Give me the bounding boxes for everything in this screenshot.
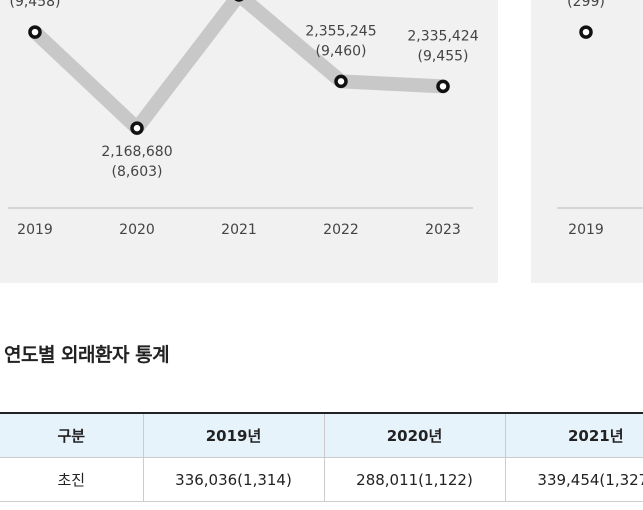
point <box>28 25 42 39</box>
line <box>28 0 450 136</box>
header-row: 구분 2019년 2020년 2021년 <box>0 413 643 458</box>
value-label: 2,335,424 <box>407 28 478 44</box>
count-label: (9,458) <box>9 0 60 10</box>
point <box>334 74 348 89</box>
header-cell: 구분 <box>0 413 144 458</box>
x-tick-label: 2020 <box>119 222 155 238</box>
x-tick-label: 2019 <box>17 222 53 238</box>
value-label: 2,355,245 <box>305 23 376 39</box>
chart-panel <box>0 0 498 283</box>
section-heading: 연도별 외래환자 통계 <box>4 344 170 366</box>
x-tick-label: 2019 <box>568 222 604 238</box>
chart-panel <box>531 0 643 283</box>
value-label: 2,168,680 <box>101 144 172 160</box>
point <box>436 79 450 94</box>
x-tick-label: 2021 <box>221 222 257 238</box>
x-tick-label: 2022 <box>323 222 359 238</box>
stats-table: 구분 2019년 2020년 2021년 초진 336,036(1,314) 288,01… <box>0 412 643 502</box>
header-cell: 2019년 <box>143 413 325 458</box>
charts: 2019 2020 2021 2022 2023 (9,458) 2,168,680 (8,6… <box>0 0 643 283</box>
table-row: 초진 336,036(1,314) 288,011(1,122) 339,454(1,… <box>0 457 643 502</box>
count-label: (299) <box>567 0 605 10</box>
header-cell: 2021년 <box>505 413 643 458</box>
count-label: (8,603) <box>111 164 162 180</box>
count-label: (9,460) <box>315 43 366 59</box>
table-cell: 339,454(1,327) <box>505 457 643 502</box>
header-cell: 2020년 <box>324 413 506 458</box>
table-cell: 288,011(1,122) <box>324 457 506 502</box>
point <box>579 25 593 39</box>
count-label: (9,455) <box>417 48 468 64</box>
x-tick-label: 2023 <box>425 222 461 238</box>
point <box>130 121 144 135</box>
table-cell: 초진 <box>0 457 144 502</box>
table-cell: 336,036(1,314) <box>143 457 325 502</box>
